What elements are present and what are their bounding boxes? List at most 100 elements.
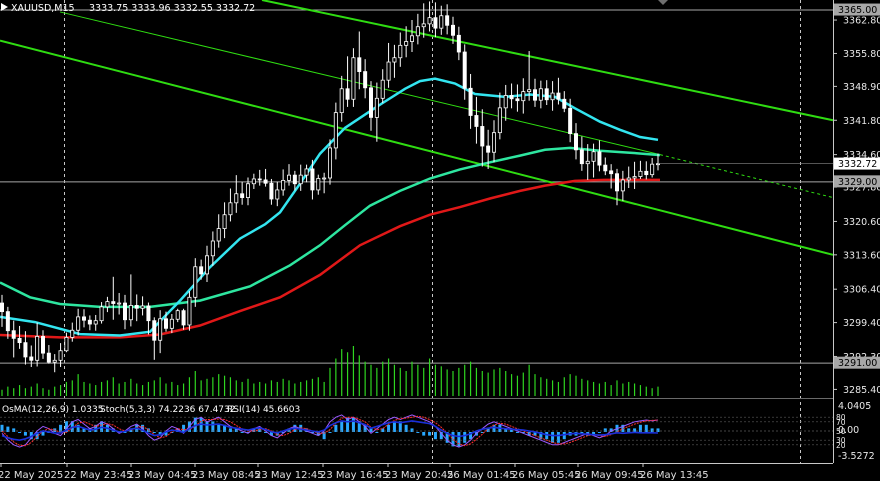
price-tick-label: 3313.60 bbox=[843, 250, 880, 261]
osma-bar bbox=[287, 428, 291, 432]
candle-body bbox=[609, 170, 614, 175]
osma-bar bbox=[217, 424, 221, 432]
candle-body bbox=[146, 305, 151, 322]
candle-body bbox=[158, 318, 163, 341]
candle-body bbox=[41, 336, 46, 354]
osma-bar bbox=[638, 424, 642, 432]
osma-bar bbox=[264, 432, 268, 433]
osma-bar bbox=[129, 428, 133, 432]
candle-body bbox=[82, 316, 87, 321]
candle-body bbox=[52, 359, 57, 363]
trend-channel bbox=[0, 0, 834, 256]
osma-bar bbox=[539, 432, 543, 440]
osma-bar bbox=[82, 428, 86, 432]
candle-body bbox=[333, 112, 338, 149]
candle-body bbox=[169, 318, 174, 329]
channel-line-1 bbox=[0, 39, 834, 256]
candle-body bbox=[650, 163, 655, 176]
osma-bar bbox=[363, 424, 367, 432]
candle-body bbox=[632, 176, 637, 179]
price-tick-label: 3341.80 bbox=[843, 116, 880, 127]
osma-bar bbox=[656, 428, 660, 432]
candle-body bbox=[357, 57, 362, 72]
osma-bar bbox=[463, 432, 467, 443]
osma-bar bbox=[445, 432, 449, 443]
price-tick-label: 3299.40 bbox=[843, 318, 880, 329]
candle-body bbox=[204, 255, 209, 275]
osma-bar bbox=[182, 424, 186, 432]
osma-bar bbox=[422, 432, 426, 436]
candle-body bbox=[245, 183, 250, 198]
osma-bar bbox=[592, 432, 596, 436]
candle-body bbox=[585, 160, 590, 165]
osma-bar bbox=[223, 424, 227, 432]
osma-bar bbox=[650, 428, 654, 432]
candle-body bbox=[368, 87, 373, 118]
dropdown-triangle-icon[interactable] bbox=[1, 3, 8, 11]
osma-bar bbox=[6, 426, 10, 432]
candle-body bbox=[152, 320, 157, 341]
osma-bar bbox=[381, 428, 385, 432]
candle-body bbox=[210, 240, 215, 257]
osma-bar bbox=[556, 432, 560, 443]
level-label: 3291.00 bbox=[838, 358, 877, 369]
osma-bar bbox=[228, 428, 232, 432]
osma-bar bbox=[533, 432, 537, 436]
osma-bar bbox=[205, 421, 209, 432]
candle-body bbox=[310, 168, 315, 191]
candle-body bbox=[322, 177, 327, 180]
indicator-pane bbox=[0, 414, 833, 448]
candle-body bbox=[163, 318, 168, 329]
osma-bar bbox=[164, 432, 168, 436]
channel-line-2 bbox=[59, 11, 661, 156]
candle-body bbox=[117, 302, 122, 305]
osma-bar bbox=[387, 424, 391, 432]
candle-body bbox=[58, 350, 63, 361]
candle-body bbox=[140, 305, 145, 309]
time-tick-label: 23 May 16:45 bbox=[320, 470, 389, 481]
candle-body bbox=[181, 310, 186, 326]
price-tick-label: 3327.80 bbox=[843, 183, 880, 194]
candle-body bbox=[105, 301, 110, 308]
candle-body bbox=[415, 26, 420, 37]
osma-bar bbox=[12, 428, 16, 432]
current-price-label: 3332.72 bbox=[838, 159, 877, 170]
osma-bar bbox=[0, 424, 4, 432]
osma-bar bbox=[416, 432, 420, 433]
time-tick-label: 26 May 13:45 bbox=[640, 470, 709, 481]
osma-bar bbox=[35, 432, 39, 440]
candle-body bbox=[70, 329, 75, 338]
osma-bar bbox=[633, 428, 637, 432]
osma-bar bbox=[521, 432, 525, 433]
candle-body bbox=[568, 107, 573, 135]
time-tick-label: 23 May 08:45 bbox=[192, 470, 261, 481]
osma-bar bbox=[504, 428, 508, 432]
candle-body bbox=[316, 178, 321, 191]
osma-bar bbox=[41, 432, 45, 436]
indicator-axis-label: 0.00 bbox=[838, 425, 859, 436]
channel-line-0 bbox=[261, 0, 834, 122]
candle-body bbox=[345, 88, 350, 100]
price-tick-label: 3306.40 bbox=[843, 285, 880, 296]
indicator-level-label: 50 bbox=[836, 427, 846, 436]
osma-bar bbox=[457, 432, 461, 447]
candle-body bbox=[392, 57, 397, 63]
shift-marker-icon[interactable] bbox=[658, 0, 668, 5]
candle-body bbox=[503, 95, 508, 109]
candle-body bbox=[491, 132, 496, 153]
candle-body bbox=[380, 79, 385, 99]
osma-bar bbox=[644, 424, 648, 432]
candle-body bbox=[87, 319, 92, 325]
rsi-line bbox=[1, 420, 659, 442]
osma-bar bbox=[240, 432, 244, 433]
time-tick-label: 26 May 01:45 bbox=[447, 470, 516, 481]
osma-bar bbox=[609, 428, 613, 432]
candle-body bbox=[579, 149, 584, 165]
price-axis: 3362.80 3355.80 3348.90 3341.80 3334.60 3327.… bbox=[658, 3, 880, 396]
candle-body bbox=[286, 174, 291, 181]
indicator-level-label: 20 bbox=[836, 441, 846, 450]
osma-bar bbox=[580, 432, 584, 433]
candle-body bbox=[128, 305, 133, 321]
stoch-signal-line bbox=[1, 415, 659, 447]
